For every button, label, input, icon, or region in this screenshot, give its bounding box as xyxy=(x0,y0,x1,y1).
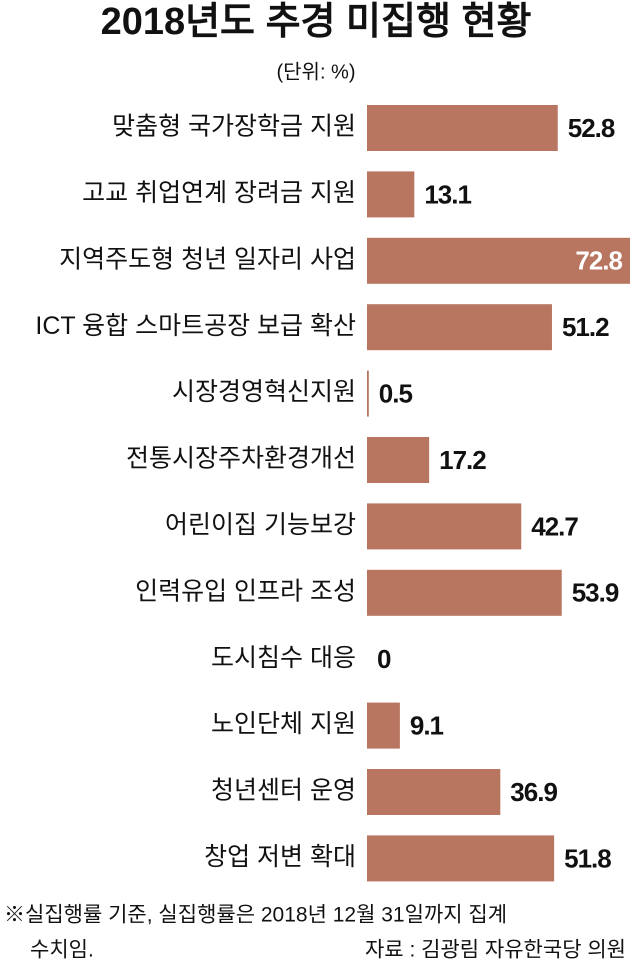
value-label: 51.8 xyxy=(564,843,611,873)
note: 수치임. xyxy=(30,939,94,962)
category-label: 전통시장주차환경개선 xyxy=(126,445,356,473)
bar xyxy=(367,437,430,483)
value-label: 51.2 xyxy=(562,312,609,342)
bar xyxy=(367,370,369,417)
chart-title: 2018년도 추경 미집행 현황 xyxy=(101,1,532,43)
chart-subtitle: (단위: %) xyxy=(276,60,355,83)
bar xyxy=(367,569,562,616)
category-label: ICT 융합 스마트공장 보급 확산 xyxy=(35,312,356,340)
category-label: 시장경영혁신지원 xyxy=(172,378,356,406)
bar xyxy=(367,769,501,815)
value-label: 13.1 xyxy=(424,179,471,209)
bar xyxy=(367,835,555,882)
category-label: 인력유입 인프라 조성 xyxy=(135,577,356,605)
value-label: 53.9 xyxy=(572,578,619,608)
bar xyxy=(367,105,558,151)
category-label: 노인단체 지원 xyxy=(211,710,356,738)
value-label: 36.9 xyxy=(510,777,557,807)
bar xyxy=(367,503,522,550)
source: 자료 : 김광림 자유한국당 의원 xyxy=(365,939,626,962)
bar xyxy=(367,702,400,749)
category-label: 지역주도형 청년 일자리 사업 xyxy=(59,245,356,273)
value-label: 0.5 xyxy=(379,378,413,408)
value-label: 42.7 xyxy=(531,511,578,541)
value-label: 72.8 xyxy=(575,246,622,276)
note: ※실집행률 기준, 실집행률은 2018년 12월 31일까지 집계 xyxy=(4,904,507,927)
value-label: 52.8 xyxy=(568,113,615,143)
value-label: 0 xyxy=(377,644,391,674)
category-label: 청년센터 운영 xyxy=(211,777,356,805)
category-label: 고교 취업연계 장려금 지원 xyxy=(82,179,356,207)
category-label: 어린이집 기능보강 xyxy=(165,511,356,539)
value-label: 17.2 xyxy=(439,445,486,475)
category-label: 도시침수 대응 xyxy=(211,644,356,672)
bar xyxy=(367,304,552,351)
category-label: 맞춤형 국가장학금 지원 xyxy=(112,113,356,141)
bar xyxy=(367,171,415,218)
category-label: 창업 저변 확대 xyxy=(204,843,356,871)
bar xyxy=(367,237,630,284)
value-label: 9.1 xyxy=(410,710,444,740)
